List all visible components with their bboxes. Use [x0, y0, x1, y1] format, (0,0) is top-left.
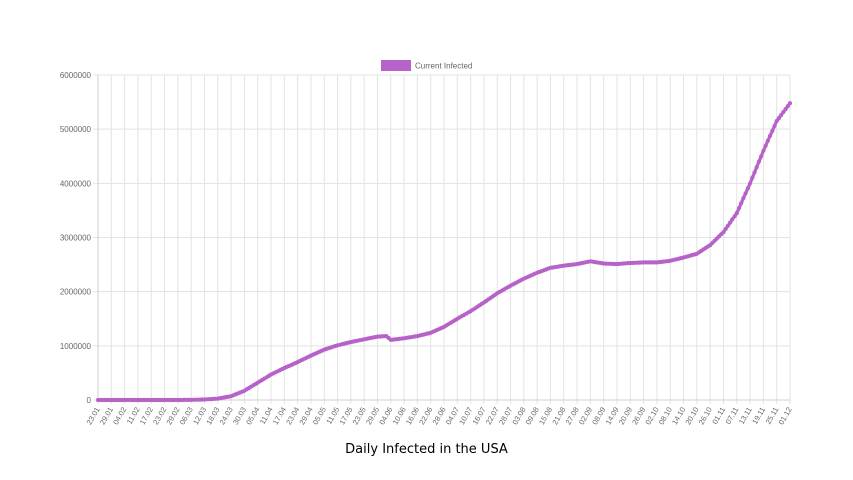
x-tick-label: 26.10 — [697, 406, 714, 427]
data-point[interactable] — [781, 110, 786, 115]
legend[interactable]: Current Infected — [381, 60, 472, 71]
data-point[interactable] — [721, 230, 726, 235]
data-point[interactable] — [759, 154, 764, 159]
data-point[interactable] — [787, 101, 793, 106]
y-tick-label: 0 — [87, 396, 92, 405]
data-point[interactable] — [774, 118, 779, 124]
x-tick-label: 05.04 — [244, 406, 261, 427]
data-point[interactable] — [725, 223, 731, 228]
legend-label: Current Infected — [415, 62, 472, 71]
x-tick-label: 01.12 — [777, 406, 794, 427]
data-point[interactable] — [761, 148, 766, 153]
data-point[interactable] — [772, 123, 777, 129]
y-tick-label: 3000000 — [60, 234, 92, 243]
data-point[interactable] — [763, 143, 768, 148]
data-point[interactable] — [745, 186, 751, 191]
chart-caption: Daily Infected in the USA — [345, 442, 508, 457]
data-point[interactable] — [770, 128, 775, 134]
data-point[interactable] — [741, 196, 746, 201]
x-tick-label: 05.05 — [311, 406, 328, 427]
data-point[interactable] — [765, 138, 770, 143]
grid — [97, 74, 791, 404]
data-point[interactable] — [754, 165, 759, 170]
data-point[interactable] — [728, 220, 733, 225]
data-point[interactable] — [785, 104, 790, 109]
x-tick-label: 04.02 — [111, 406, 128, 427]
data-point[interactable] — [752, 170, 757, 175]
legend-swatch — [381, 60, 411, 71]
y-axis: 0 1000000 2000000 3000000 4000000 5000000 6000… — [60, 71, 99, 405]
data-point[interactable] — [748, 181, 753, 186]
y-tick-label: 2000000 — [60, 288, 92, 297]
y-tick-label: 5000000 — [60, 125, 92, 134]
data-point[interactable] — [723, 226, 728, 231]
y-tick-label: 6000000 — [60, 71, 92, 80]
data-point[interactable] — [750, 175, 755, 180]
data-point[interactable] — [743, 191, 748, 196]
data-point[interactable] — [767, 133, 773, 138]
data-point[interactable] — [756, 159, 762, 164]
series-current-infected — [95, 101, 793, 403]
y-tick-label: 1000000 — [60, 342, 92, 351]
data-point[interactable] — [736, 206, 742, 211]
data-point[interactable] — [739, 201, 744, 206]
data-point[interactable] — [734, 211, 739, 216]
data-point[interactable] — [783, 107, 788, 112]
data-point[interactable] — [776, 116, 782, 121]
data-point[interactable] — [732, 214, 737, 219]
data-point[interactable] — [730, 217, 735, 222]
y-tick-label: 4000000 — [60, 179, 92, 188]
data-point[interactable] — [779, 113, 784, 118]
